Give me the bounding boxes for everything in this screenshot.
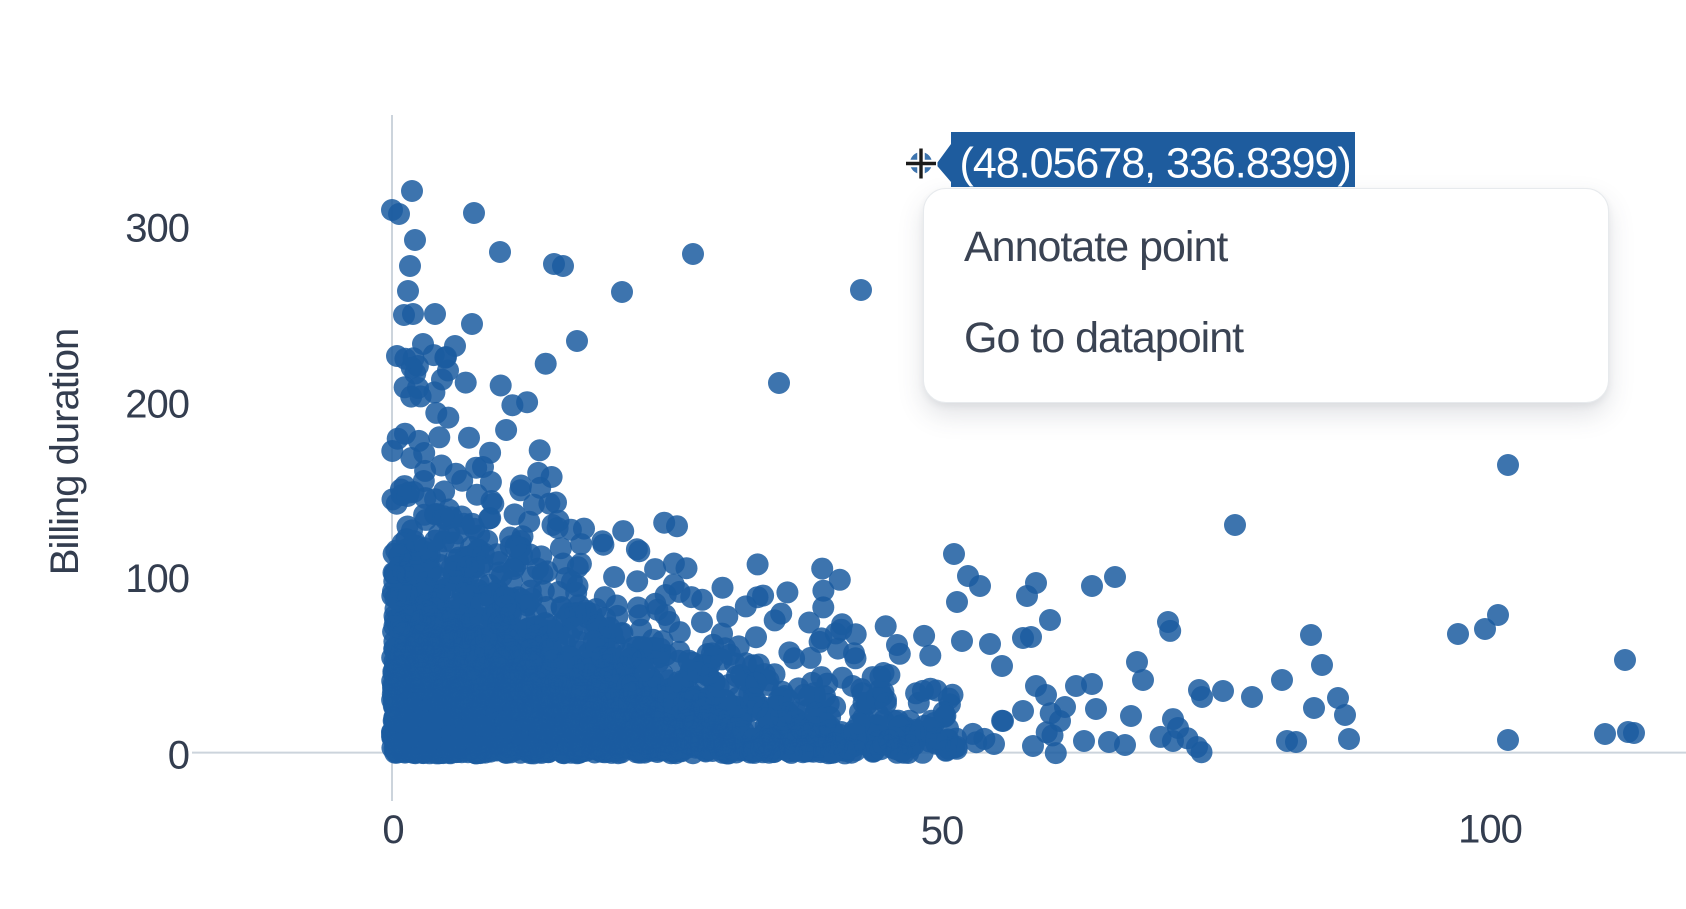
svg-text:0: 0 bbox=[168, 734, 189, 778]
svg-text:50: 50 bbox=[921, 809, 964, 853]
svg-text:200: 200 bbox=[125, 382, 189, 426]
svg-text:0: 0 bbox=[382, 808, 403, 852]
svg-text:100: 100 bbox=[1458, 808, 1522, 852]
svg-text:Billing duration: Billing duration bbox=[43, 329, 87, 575]
svg-text:100: 100 bbox=[125, 557, 189, 601]
svg-text:300: 300 bbox=[125, 207, 189, 251]
